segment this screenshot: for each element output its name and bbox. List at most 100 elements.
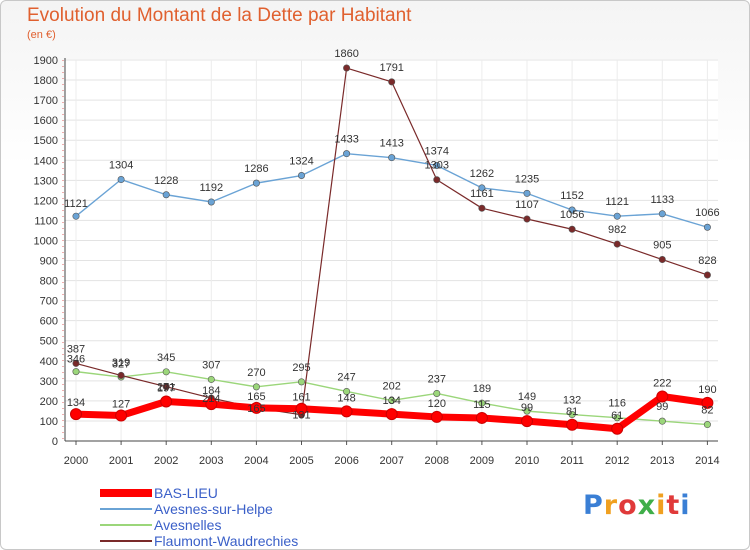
legend-label: Avesnes-sur-Helpe <box>154 501 273 517</box>
data-label: 127 <box>112 399 130 411</box>
x-tick-label: 2007 <box>379 455 403 467</box>
data-label: 346 <box>67 354 85 366</box>
data-point <box>70 408 82 421</box>
data-label: 61 <box>611 410 623 422</box>
logo-letter: o <box>618 490 638 521</box>
y-tick-label: 1600 <box>34 115 58 127</box>
chart-subtitle: (en €) <box>27 29 56 41</box>
x-tick-label: 2001 <box>109 455 133 467</box>
data-label: 1262 <box>470 168 494 180</box>
data-label: 271 <box>157 382 175 394</box>
data-label: 189 <box>473 383 491 395</box>
data-label: 1303 <box>425 160 449 172</box>
y-tick-label: 1900 <box>34 55 58 67</box>
data-label: 295 <box>292 362 310 374</box>
data-point <box>568 206 576 214</box>
data-label: 1121 <box>64 198 88 210</box>
data-point <box>478 204 486 212</box>
data-point <box>297 172 305 180</box>
data-point <box>388 78 396 86</box>
data-point <box>433 389 441 397</box>
data-label: 319 <box>112 357 130 369</box>
data-point <box>297 378 305 386</box>
x-tick-label: 2011 <box>560 455 584 467</box>
data-label: 99 <box>656 401 668 413</box>
data-label: 1056 <box>560 209 584 221</box>
data-label: 120 <box>428 398 446 410</box>
data-point <box>613 414 621 422</box>
data-point <box>340 405 353 418</box>
data-label: 222 <box>653 377 671 389</box>
data-point <box>160 395 173 408</box>
y-tick-label: 600 <box>40 316 58 328</box>
legend-label: Avesnelles <box>154 517 221 533</box>
data-point <box>566 418 579 431</box>
data-label: 1161 <box>470 188 494 200</box>
data-point <box>523 407 531 415</box>
data-label: 132 <box>563 395 581 407</box>
data-label: 202 <box>383 380 401 392</box>
data-label: 1413 <box>379 138 403 150</box>
logo-letter: P <box>583 490 604 521</box>
data-label: 1860 <box>334 48 358 60</box>
data-label: 197 <box>157 382 175 394</box>
y-tick-label: 1700 <box>34 95 58 107</box>
x-tick-label: 2013 <box>650 455 674 467</box>
data-label: 115 <box>473 399 491 411</box>
data-label: 1192 <box>199 182 223 194</box>
data-point <box>343 387 351 395</box>
data-label: 99 <box>521 402 533 414</box>
data-point <box>252 383 260 391</box>
y-tick-label: 1500 <box>34 135 58 147</box>
data-label: 1107 <box>515 199 539 211</box>
y-tick-label: 100 <box>40 416 58 428</box>
data-point <box>656 390 669 403</box>
data-point <box>658 210 666 218</box>
data-label: 116 <box>608 398 626 410</box>
data-point <box>430 410 443 423</box>
data-label: 134 <box>383 395 401 407</box>
data-point <box>475 411 488 424</box>
logo-letter: t <box>666 490 681 521</box>
data-point <box>611 422 624 435</box>
y-tick-label: 1000 <box>34 235 58 247</box>
data-point <box>295 402 308 415</box>
x-tick-label: 2004 <box>244 455 268 467</box>
legend-label: Flaumont-Waudrechies <box>154 533 298 549</box>
data-label: 1433 <box>334 134 358 146</box>
data-point <box>117 371 125 379</box>
data-label: 387 <box>67 343 85 355</box>
data-point <box>72 368 80 376</box>
data-point <box>252 179 260 187</box>
y-tick-label: 0 <box>52 436 58 448</box>
y-tick-label: 700 <box>40 296 58 308</box>
x-tick-label: 2006 <box>334 455 358 467</box>
data-label: 1152 <box>560 190 584 202</box>
data-point <box>117 176 125 184</box>
data-point <box>613 212 621 220</box>
data-point <box>658 417 666 425</box>
data-label: 828 <box>698 255 716 267</box>
chart-title: Evolution du Montant de la Dette par Hab… <box>27 5 412 26</box>
data-label: 237 <box>428 373 446 385</box>
y-tick-label: 1400 <box>34 155 58 167</box>
data-label: 134 <box>67 397 85 409</box>
proxiti-logo: Proxiti <box>583 490 691 521</box>
data-label: 165 <box>247 403 265 415</box>
data-label: 327 <box>112 358 130 370</box>
data-point <box>72 359 80 367</box>
data-label: 1286 <box>244 163 268 175</box>
logo-letter: i <box>656 490 667 521</box>
legend-label: BAS-LIEU <box>154 485 218 501</box>
data-label: 905 <box>653 240 671 252</box>
x-tick-label: 2000 <box>64 455 88 467</box>
data-label: 161 <box>292 392 310 404</box>
y-tick-label: 400 <box>40 356 58 368</box>
data-point <box>343 64 351 72</box>
y-tick-label: 1800 <box>34 75 58 87</box>
x-tick-label: 2014 <box>695 455 719 467</box>
data-point <box>207 198 215 206</box>
data-point <box>162 191 170 199</box>
y-tick-label: 500 <box>40 336 58 348</box>
